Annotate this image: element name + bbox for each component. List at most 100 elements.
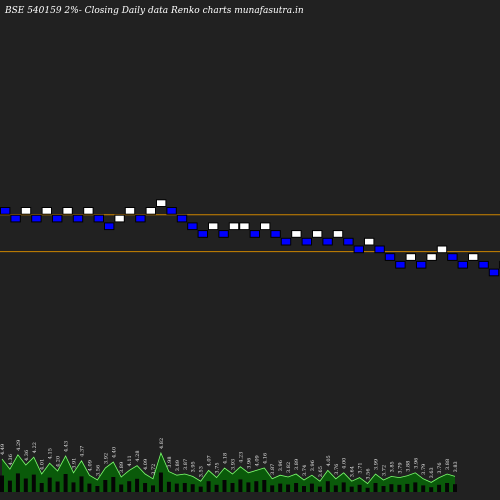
down-brick [343, 237, 354, 246]
volume-label: 3.91 [72, 458, 78, 469]
volume-label: 3.92 [103, 453, 109, 464]
volume-label: 3.74 [302, 465, 308, 476]
volume-bar [103, 480, 108, 492]
volume-label: 4.20 [56, 456, 62, 467]
volume-bar [135, 478, 140, 492]
up-brick [41, 207, 52, 215]
down-brick [197, 230, 209, 238]
up-brick [20, 207, 32, 215]
volume-bar [270, 485, 275, 492]
down-brick [93, 214, 104, 223]
volume-bar [357, 484, 362, 492]
down-brick [52, 214, 63, 223]
volume-label: 4.36 [8, 454, 14, 465]
volume-label: 4.00 [342, 458, 348, 469]
renko-bricks [0, 199, 500, 277]
up-brick [145, 207, 157, 215]
volume-bar [437, 484, 442, 492]
down-brick [10, 214, 21, 223]
volume-bar [79, 476, 84, 492]
volume-label: 3.99 [374, 459, 380, 470]
up-brick [239, 222, 250, 231]
volume-label: 4.36 [24, 450, 30, 461]
up-brick [405, 253, 417, 261]
volume-labels: 4.494.364.294.364.224.014.154.204.433.91… [0, 438, 459, 480]
up-brick [436, 245, 448, 254]
volume-bar [182, 483, 187, 492]
volume-bar [174, 483, 179, 492]
volume-bar [302, 486, 306, 492]
volume-bar [206, 481, 211, 492]
volume-label: 3.76 [437, 462, 443, 473]
volume-label: 4.37 [80, 446, 86, 457]
volume-label: 4.23 [238, 452, 244, 463]
up-brick [468, 253, 479, 261]
volume-bar [166, 481, 171, 492]
volume-label: 3.82 [286, 462, 292, 473]
down-brick [218, 230, 229, 238]
down-brick [322, 237, 333, 246]
volume-label: 3.87 [183, 459, 189, 470]
volume-bar [0, 475, 4, 492]
volume-bar [119, 484, 124, 492]
volume-bar [47, 477, 52, 492]
down-brick [478, 260, 489, 269]
up-brick [260, 222, 271, 231]
volume-bar [333, 485, 338, 492]
volume-label: 3.64 [350, 466, 356, 477]
volume-label: 3.53 [199, 466, 205, 477]
volume-label: 3.88 [445, 459, 451, 470]
volume-bar [63, 474, 68, 492]
volume-bar [349, 486, 354, 492]
down-brick [447, 253, 458, 261]
up-brick [228, 222, 240, 231]
volume-label: 4.09 [254, 455, 260, 466]
volume-bar [309, 483, 314, 492]
volume-bar [373, 483, 378, 492]
volume-label: 3.87 [270, 464, 276, 475]
volume-bar [87, 483, 92, 492]
volume-label: 3.72 [382, 465, 388, 476]
volume-label: 3.65 [318, 466, 324, 477]
down-brick [0, 207, 11, 215]
volume-bar [190, 484, 195, 492]
up-brick [364, 237, 375, 246]
volume-label: 3.72 [151, 464, 157, 475]
volume-bar [230, 483, 235, 492]
volume-bar [15, 473, 20, 492]
volume-label: 4.18 [223, 453, 229, 464]
volume-bar [222, 480, 227, 492]
down-brick [395, 260, 406, 269]
volume-label: 3.75 [215, 462, 221, 473]
volume-label: 4.29 [16, 440, 22, 451]
volume-bar [55, 481, 60, 492]
volume-label: 4.07 [207, 455, 213, 466]
volume-label: 3.85 [389, 461, 395, 472]
volume-label: 3.56 [366, 468, 372, 479]
volume-bar [71, 482, 76, 492]
volume-label: 4.16 [262, 453, 268, 464]
volume-label: 4.49 [0, 444, 6, 455]
down-brick [249, 230, 261, 238]
up-brick [62, 207, 73, 215]
volume-bar [413, 482, 418, 492]
volume-panel [0, 451, 457, 492]
volume-label: 3.89 [175, 460, 181, 471]
volume-label: 4.11 [127, 455, 133, 466]
volume-bar [278, 483, 283, 492]
volume-label: 3.89 [119, 462, 125, 473]
volume-label: 3.89 [294, 459, 300, 470]
volume-label: 4.09 [87, 460, 93, 471]
down-brick [135, 214, 146, 223]
up-brick [291, 230, 302, 238]
volume-bar [405, 483, 410, 492]
volume-bar [39, 483, 44, 492]
chart-title: BSE 540159 2%- Closing Daily data Renko … [4, 6, 304, 16]
down-brick [384, 253, 396, 261]
down-brick [166, 207, 177, 215]
volume-bar [445, 483, 450, 492]
volume-bar [317, 486, 322, 492]
volume-outline [1, 451, 456, 485]
volume-bar [429, 487, 434, 492]
